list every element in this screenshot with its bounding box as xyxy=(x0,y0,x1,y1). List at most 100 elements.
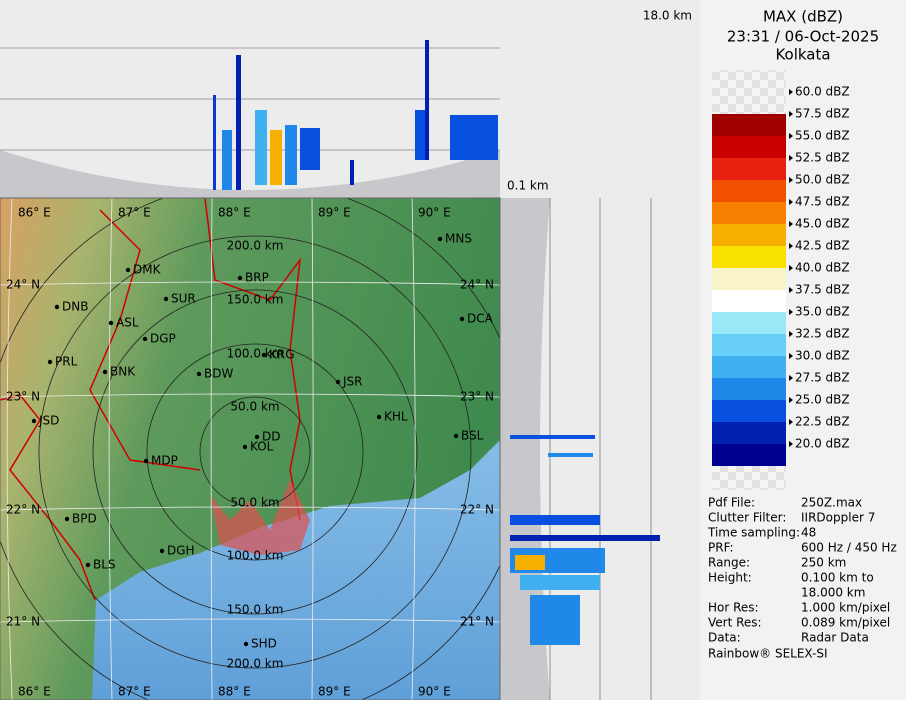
city-dot xyxy=(159,548,165,554)
legend-tick xyxy=(789,397,793,403)
legend-band xyxy=(712,356,786,378)
legend-band xyxy=(712,290,786,312)
echo xyxy=(236,55,241,190)
legend-tick xyxy=(789,331,793,337)
legend-tick xyxy=(789,221,793,227)
legend-band xyxy=(712,378,786,400)
echo xyxy=(350,160,354,185)
city-dot xyxy=(437,236,443,242)
lat-label: 23° N xyxy=(6,390,40,404)
range-label: 200.0 km xyxy=(227,657,284,671)
legend-label: 37.5 dBZ xyxy=(795,283,850,297)
range-label: 150.0 km xyxy=(227,293,284,307)
legend-band xyxy=(712,202,786,224)
footer: Rainbow® SELEX-SI xyxy=(708,647,828,661)
echo xyxy=(222,130,232,190)
range-ring xyxy=(146,343,364,561)
section-echoes xyxy=(510,435,660,645)
legend-label: 45.0 dBZ xyxy=(795,217,850,231)
info-value: 0.089 km/pixel xyxy=(801,616,890,630)
info-key: Hor Res: xyxy=(708,601,759,615)
delta xyxy=(210,480,310,555)
borders xyxy=(0,198,302,601)
city-label: DNB xyxy=(62,300,88,314)
legend-label: 20.0 dBZ xyxy=(795,437,850,451)
legend-tick xyxy=(789,309,793,315)
city-label: MNS xyxy=(445,232,472,246)
legend-tick xyxy=(789,199,793,205)
city-label: DGP xyxy=(150,332,176,346)
lon-label: 87° E xyxy=(118,685,151,699)
range-ring xyxy=(92,289,418,615)
info-value: Radar Data xyxy=(801,631,869,645)
parallel xyxy=(0,506,500,511)
legend-label: 52.5 dBZ xyxy=(795,151,850,165)
city-dot xyxy=(142,336,148,342)
legend-tick xyxy=(789,441,793,447)
city-label: BDW xyxy=(204,367,233,381)
city-label: KHL xyxy=(384,410,408,424)
legend-label: 40.0 dBZ xyxy=(795,261,850,275)
lon-label: 90° E xyxy=(418,685,451,699)
city-label: DCA xyxy=(467,312,494,326)
legend-tick xyxy=(789,133,793,139)
echo xyxy=(285,125,297,185)
city-label: BPD xyxy=(72,512,97,526)
legend-band xyxy=(712,180,786,202)
legend-label: 47.5 dBZ xyxy=(795,195,850,209)
section-echoes xyxy=(213,40,498,190)
lon-label: 89° E xyxy=(318,685,351,699)
legend-above xyxy=(712,70,786,114)
legend-band xyxy=(712,268,786,290)
section-shade xyxy=(500,198,550,700)
legend-band xyxy=(712,444,786,466)
range-label: 100.0 km xyxy=(227,347,284,361)
city-label: PRL xyxy=(55,355,78,369)
info-key: Time sampling: xyxy=(707,526,800,540)
echo xyxy=(520,575,600,590)
echo xyxy=(300,128,320,170)
lat-label: 24° N xyxy=(6,278,40,292)
lon-label: 87° E xyxy=(118,206,151,220)
info-value: 18.000 km xyxy=(801,586,865,600)
info-key: Pdf File: xyxy=(708,496,755,510)
city-dot xyxy=(459,316,465,322)
info-value: 48 xyxy=(801,526,816,540)
legend-band xyxy=(712,224,786,246)
legend-band xyxy=(712,114,786,136)
legend-label: 57.5 dBZ xyxy=(795,107,850,121)
city-dot xyxy=(47,359,53,365)
section-shade xyxy=(0,150,500,198)
city-label: SHD xyxy=(251,637,277,651)
city-dot xyxy=(143,458,149,464)
echo xyxy=(450,115,498,160)
city-label: KRG xyxy=(269,348,295,362)
city-dot xyxy=(453,433,459,439)
parallel xyxy=(0,618,500,623)
city-dot xyxy=(376,414,382,420)
parallel xyxy=(0,393,500,398)
city-label: KOL xyxy=(250,440,274,454)
meridian xyxy=(311,198,314,700)
city-dot xyxy=(254,434,260,440)
title: MAX (dBZ) xyxy=(763,8,843,26)
info-value: 0.100 km to xyxy=(801,571,874,585)
legend-tick xyxy=(789,111,793,117)
legend-tick xyxy=(789,265,793,271)
info-key: Range: xyxy=(708,556,750,570)
map: 86° E 86° E 87° E 87° E 88° E 88° E 89° E 89° E… xyxy=(0,198,500,700)
legend-band xyxy=(712,136,786,158)
city-dot xyxy=(243,641,249,647)
legend-band xyxy=(712,312,786,334)
city-label: MDP xyxy=(151,454,178,468)
echo xyxy=(255,110,267,185)
legend-label: 50.0 dBZ xyxy=(795,173,850,187)
city-label: BNK xyxy=(110,365,136,379)
city-label: BLS xyxy=(93,558,116,572)
city-label: DMK xyxy=(133,263,162,277)
echo xyxy=(515,555,545,570)
city-dot xyxy=(85,562,91,568)
meridian xyxy=(210,198,213,700)
